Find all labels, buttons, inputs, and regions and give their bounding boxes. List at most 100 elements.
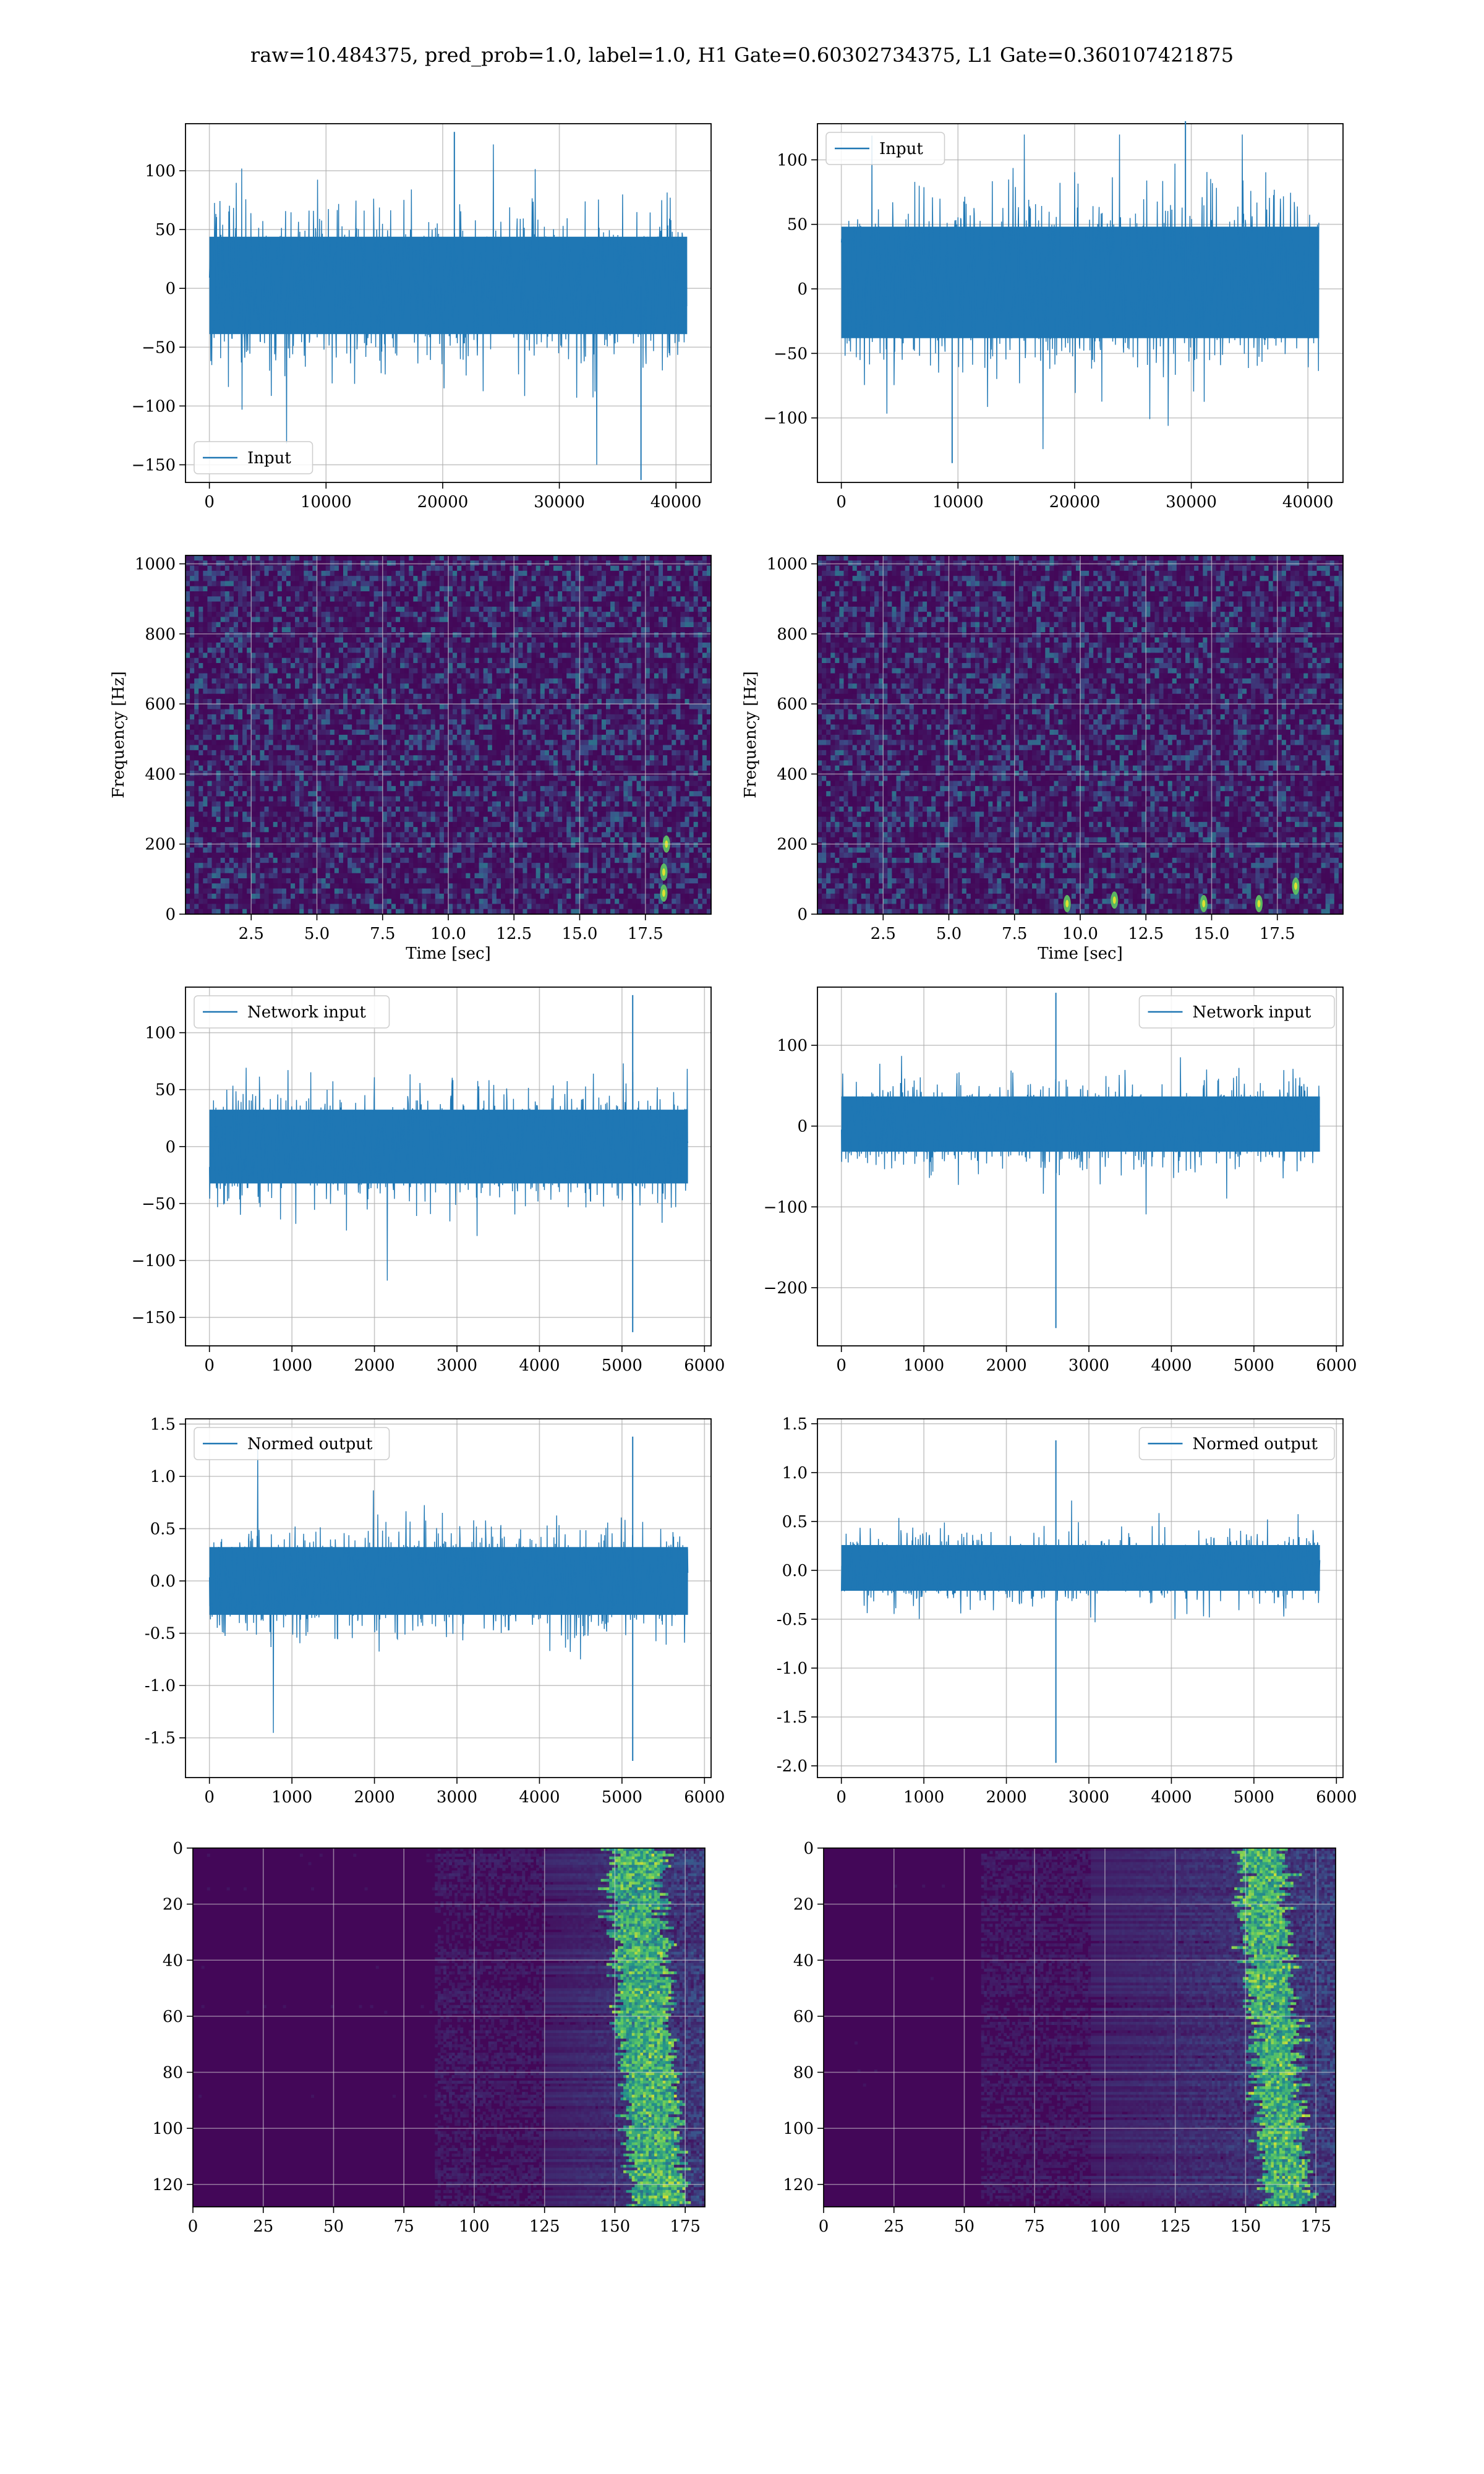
x-tick-label: 10000 [932, 493, 984, 511]
y-tick-label: 40 [163, 1951, 183, 1970]
x-tick-label: 12.5 [496, 925, 532, 943]
x-tick-label: 2000 [354, 1356, 394, 1375]
y-tick-label: 20 [793, 1896, 814, 1914]
y-tick-label: −150 [132, 456, 176, 474]
legend-label: Normed output [247, 1435, 373, 1453]
hotspot-core [1202, 900, 1205, 907]
x-tick-label: 25 [253, 2217, 273, 2236]
x-tick-label: 6000 [1316, 1788, 1357, 1807]
chart-spec-l1: 2.5 5.0 7.5 10.0 12.5 15.0 17.5020040060080010… [741, 555, 1344, 963]
chart-input-h1: 0 10000 20000 30000 40000−150−100−50050100In… [132, 124, 711, 511]
y-tick-label: 0 [797, 1118, 808, 1136]
chart-spec-h1: 2.5 5.0 7.5 10.0 12.5 15.0 17.5020040060080010… [109, 555, 712, 963]
x-tick-label: 0 [204, 1788, 215, 1807]
y-tick-label: 1000 [135, 555, 176, 574]
chart-norm-l1: 0 1000 2000 3000 4000 5000 6000-2.0-1.5-1.0-0.… [777, 1415, 1357, 1807]
x-tick-label: 15.0 [1194, 925, 1230, 943]
x-tick-label: 4000 [519, 1356, 560, 1375]
y-tick-label: 50 [787, 216, 808, 234]
x-tick-label: 20000 [417, 493, 469, 511]
legend: Input [826, 132, 945, 165]
y-tick-label: 1000 [767, 555, 808, 574]
x-tick-label: 10.0 [1062, 925, 1098, 943]
x-tick-label: 15.0 [562, 925, 598, 943]
x-tick-label: 5.0 [304, 925, 330, 943]
y-tick-label: −100 [764, 1198, 808, 1217]
y-tick-label: 200 [777, 836, 808, 854]
x-tick-label: 2.5 [239, 925, 264, 943]
y-tick-label: 1.0 [150, 1468, 176, 1486]
y-tick-label: 0 [797, 280, 808, 299]
legend: Normed output [1140, 1427, 1335, 1460]
y-tick-label: -1.5 [777, 1708, 808, 1727]
x-tick-label: 2000 [986, 1356, 1026, 1375]
legend-label: Normed output [1193, 1435, 1318, 1453]
y-tick-label: 800 [777, 625, 808, 644]
y-tick-label: 0 [173, 1839, 183, 1858]
y-tick-label: 0.5 [782, 1513, 808, 1531]
hotspot-core [1294, 883, 1297, 890]
x-tick-label: 3000 [1068, 1356, 1109, 1375]
x-tick-label: 100 [459, 2217, 490, 2236]
chart-net-h1: 0 1000 2000 3000 4000 5000 6000−150−100−500501… [132, 987, 725, 1375]
x-tick-label: 2000 [986, 1788, 1026, 1807]
x-tick-label: 0 [204, 493, 215, 511]
y-tick-label: 1.0 [782, 1464, 808, 1483]
y-tick-label: 40 [793, 1951, 814, 1970]
y-tick-label: 120 [783, 2176, 814, 2194]
y-tick-label: −50 [142, 338, 176, 357]
hotspot-core [662, 868, 665, 876]
x-tick-label: 150 [1230, 2217, 1261, 2236]
y-tick-label: 100 [777, 151, 808, 169]
x-tick-label: 5000 [602, 1788, 642, 1807]
x-tick-label: 0 [819, 2217, 829, 2236]
y-tick-label: 80 [793, 2064, 814, 2082]
y-tick-label: 0.5 [150, 1520, 176, 1539]
legend-label: Network input [1193, 1003, 1311, 1022]
x-tick-label: 3000 [437, 1788, 477, 1807]
x-tick-label: 1000 [271, 1788, 312, 1807]
hotspot-core [662, 889, 665, 897]
hotspot-core [1065, 900, 1068, 907]
y-tick-label: 50 [155, 1081, 176, 1100]
x-tick-label: 30000 [534, 493, 585, 511]
x-tick-label: 175 [670, 2217, 701, 2236]
y-tick-label: 100 [783, 2120, 814, 2138]
x-tick-label: 4000 [1151, 1788, 1192, 1807]
x-tick-label: 5000 [602, 1356, 642, 1375]
legend: Network input [1140, 996, 1335, 1028]
hotspot-core [1258, 900, 1261, 907]
legend: Network input [194, 996, 390, 1028]
y-tick-label: 60 [163, 2008, 183, 2026]
x-tick-label: 3000 [437, 1356, 477, 1375]
y-tick-label: −50 [774, 345, 808, 363]
y-tick-label: 100 [152, 2120, 183, 2138]
x-tick-label: 25 [884, 2217, 904, 2236]
y-tick-label: 1.5 [782, 1415, 808, 1434]
y-tick-label: 400 [777, 765, 808, 784]
y-tick-label: −50 [142, 1195, 176, 1213]
y-tick-label: −100 [132, 1252, 176, 1270]
x-tick-label: 0 [188, 2217, 198, 2236]
x-tick-label: 0 [836, 1788, 846, 1807]
y-tick-label: 0 [165, 905, 176, 924]
y-tick-label: −150 [132, 1309, 176, 1327]
x-tick-label: 175 [1300, 2217, 1331, 2236]
x-tick-label: 50 [954, 2217, 974, 2236]
y-tick-label: -1.0 [777, 1659, 808, 1678]
x-tick-label: 1000 [271, 1356, 312, 1375]
x-tick-label: 5000 [1234, 1788, 1274, 1807]
x-tick-label: 12.5 [1128, 925, 1164, 943]
y-tick-label: 1.5 [150, 1415, 176, 1434]
x-axis-label: Time [sec] [406, 944, 491, 963]
y-tick-label: 50 [155, 221, 176, 239]
legend-label: Input [247, 449, 291, 468]
y-tick-label: 600 [777, 695, 808, 714]
y-tick-label: 100 [777, 1037, 808, 1055]
y-tick-label: −200 [764, 1279, 808, 1298]
y-tick-label: -2.0 [777, 1757, 808, 1776]
y-tick-label: 0.0 [782, 1562, 808, 1580]
